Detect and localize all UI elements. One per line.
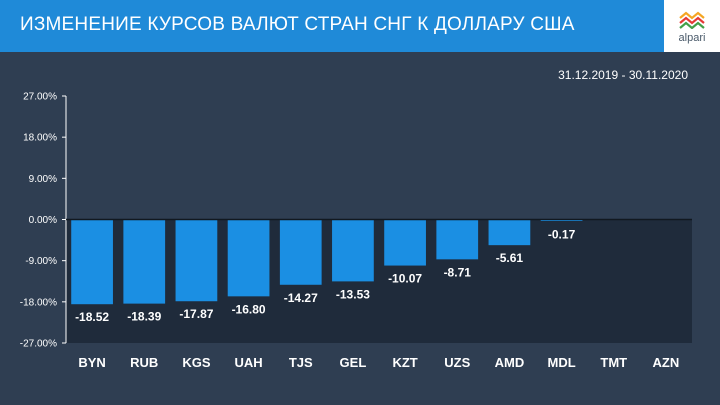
date-range-end: 30.11.2020 (628, 68, 688, 82)
bar (71, 219, 113, 305)
data-label: -18.39 (127, 310, 161, 324)
x-category-label: UAH (234, 355, 262, 370)
y-tick-label: -9.00% (25, 256, 57, 267)
y-tick-label: 0.00% (29, 215, 57, 226)
x-category-label: TMT (600, 355, 627, 370)
date-range-start: 31.12.2019 (558, 68, 619, 82)
x-category-label: BYN (78, 355, 105, 370)
date-range-separator: - (618, 68, 629, 82)
date-range: 31.12.2019 - 30.11.2020 (558, 68, 688, 82)
header-bar: ИЗМЕНЕНИЕ КУРСОВ ВАЛЮТ СТРАН СНГ К ДОЛЛА… (0, 0, 720, 52)
page-title: ИЗМЕНЕНИЕ КУРСОВ ВАЛЮТ СТРАН СНГ К ДОЛЛА… (20, 14, 575, 35)
bar (227, 219, 270, 297)
bar (384, 219, 426, 266)
data-label: -13.53 (336, 287, 370, 301)
logo-text: alpari (678, 32, 706, 44)
bar (175, 219, 218, 302)
bar (279, 219, 322, 285)
data-label: -10.07 (388, 272, 422, 286)
y-tick-label: 18.00% (23, 133, 57, 144)
x-category-label: MDL (547, 355, 575, 370)
y-tick-label: 27.00% (23, 92, 57, 103)
x-category-label: RUB (130, 355, 158, 370)
data-label: -17.87 (179, 307, 213, 321)
x-category-label: TJS (289, 355, 313, 370)
bar (436, 219, 479, 260)
plot-area-negative (66, 219, 692, 343)
x-category-label: KZT (392, 355, 417, 370)
data-label: -18.52 (75, 310, 109, 324)
y-tick-label: 9.00% (29, 174, 57, 185)
data-label: -0.17 (548, 228, 576, 242)
x-category-label: GEL (340, 355, 367, 370)
bar (332, 219, 374, 282)
data-label: -14.27 (284, 291, 318, 305)
y-tick-label: -18.00% (20, 297, 57, 308)
logo: alpari (664, 0, 720, 52)
alpari-logo-icon (679, 11, 705, 29)
x-category-label: AMD (495, 355, 525, 370)
bar (123, 219, 166, 304)
data-label: -8.71 (444, 265, 472, 279)
data-label: -5.61 (496, 251, 524, 265)
y-tick-label: -27.00% (20, 339, 57, 350)
bar (488, 219, 531, 246)
data-label: -16.80 (232, 302, 266, 316)
x-category-label: UZS (444, 355, 470, 370)
x-category-label: AZN (653, 355, 680, 370)
x-category-label: KGS (182, 355, 211, 370)
